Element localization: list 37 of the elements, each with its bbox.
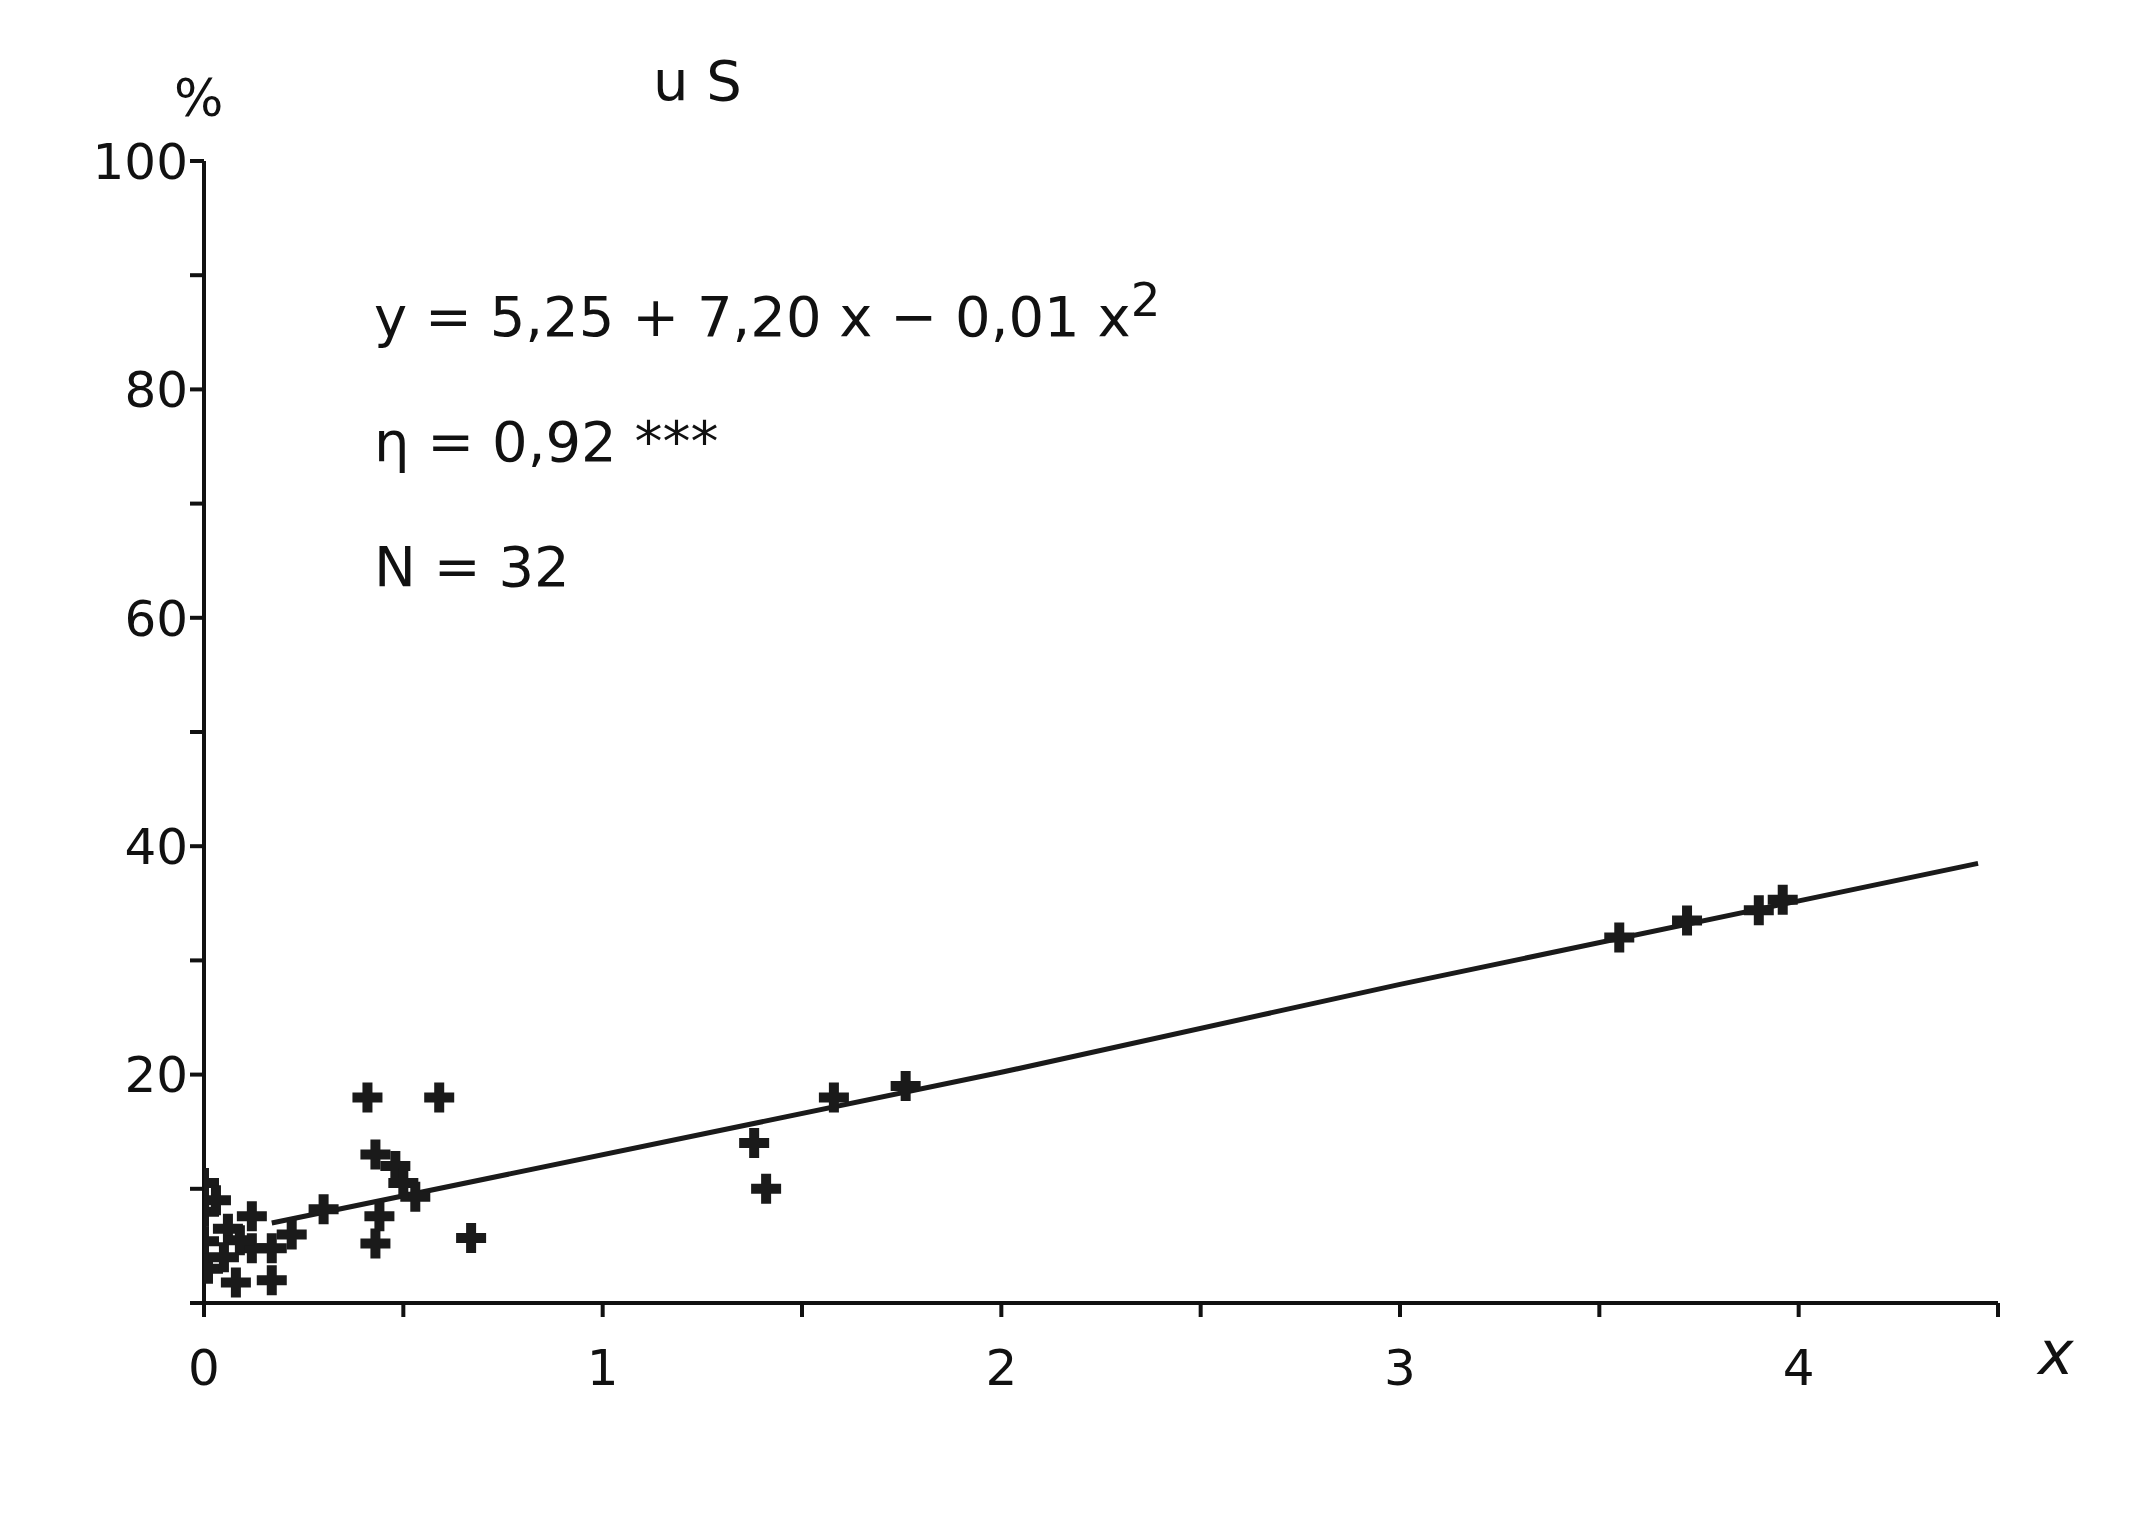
y-axis-title: % — [174, 68, 224, 128]
y-tick-label: 100 — [92, 132, 188, 191]
point — [360, 1139, 391, 1170]
x-tick-label: 3 — [1384, 1338, 1416, 1397]
point — [1767, 884, 1798, 915]
point — [208, 1242, 239, 1273]
point — [276, 1219, 307, 1250]
point — [424, 1082, 455, 1113]
point — [308, 1194, 339, 1225]
point — [1743, 895, 1774, 926]
point — [739, 1128, 770, 1159]
point — [751, 1173, 782, 1204]
point — [220, 1267, 251, 1298]
point — [236, 1201, 267, 1232]
point — [256, 1265, 287, 1296]
point — [818, 1082, 849, 1113]
point — [360, 1228, 391, 1259]
point — [1604, 922, 1635, 953]
chart-title: u S — [652, 48, 742, 113]
x-axis-title: x — [2036, 1318, 2074, 1389]
x-tick-label: 1 — [586, 1338, 619, 1397]
y-tick-label: 20 — [124, 1046, 188, 1105]
y-tick-label: 60 — [124, 589, 188, 648]
point — [352, 1082, 383, 1113]
x-tick-label: 2 — [985, 1338, 1018, 1397]
annotation: y = 5,25 + 7,20 x − 0,01 x$^{2}$ — [374, 272, 1161, 351]
point — [364, 1201, 395, 1232]
x-tick-label: 4 — [1782, 1338, 1815, 1397]
point — [256, 1233, 287, 1264]
y-tick-label: 40 — [124, 817, 188, 876]
point — [1672, 905, 1703, 936]
point — [456, 1222, 487, 1253]
y-tick-label: 80 — [124, 361, 188, 420]
point — [890, 1071, 921, 1102]
annotation: η = 0,92 *** — [374, 407, 720, 476]
annotation: N = 32 — [374, 532, 571, 601]
x-tick-label: 0 — [188, 1338, 220, 1397]
